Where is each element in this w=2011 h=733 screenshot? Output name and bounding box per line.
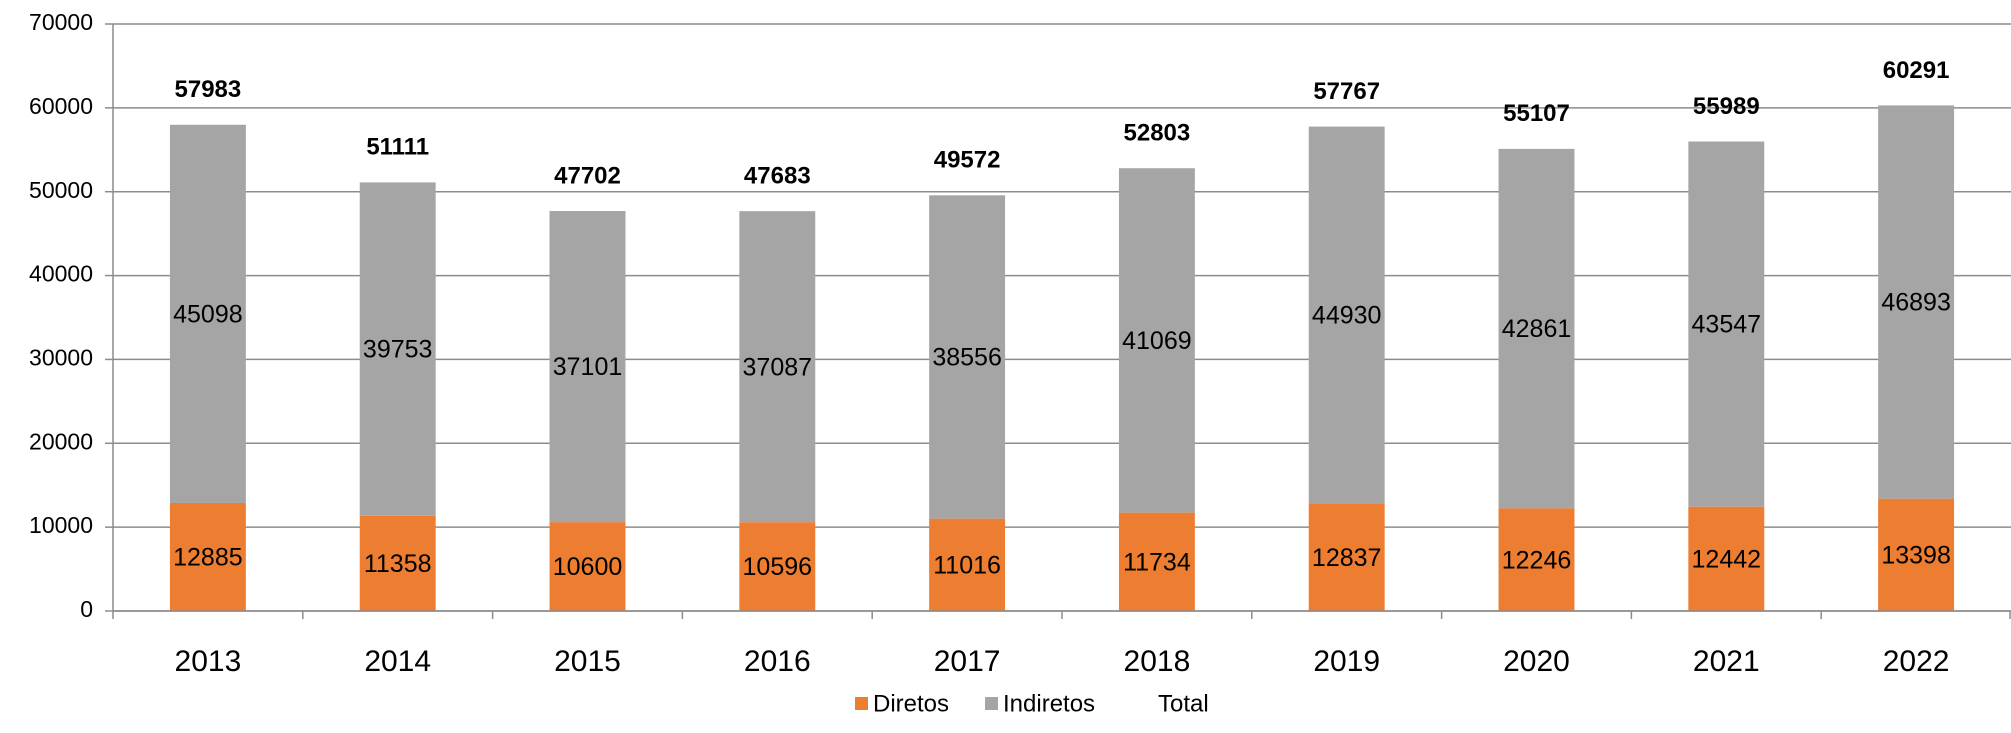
total-label: 47683 xyxy=(744,162,811,189)
total-label: 55989 xyxy=(1693,93,1760,120)
y-tick-label: 10000 xyxy=(29,512,93,538)
bar-segment xyxy=(1118,168,1195,513)
total-label: 52803 xyxy=(1124,120,1191,147)
x-tick-label: 2013 xyxy=(175,645,242,678)
value-label: 11016 xyxy=(933,551,1001,579)
y-tick-label: 30000 xyxy=(29,345,93,371)
bar-segment xyxy=(1688,506,1765,611)
total-label: 47702 xyxy=(554,162,621,189)
value-label: 46893 xyxy=(1881,289,1951,317)
bar-segment xyxy=(1878,498,1955,611)
legend-label: Total xyxy=(1158,690,1209,717)
value-label: 11734 xyxy=(1123,548,1191,576)
value-label: 45098 xyxy=(173,300,243,328)
total-label: 51111 xyxy=(366,134,429,161)
bar-segment xyxy=(739,522,816,611)
bar-segment xyxy=(739,211,816,523)
bar-segment xyxy=(169,502,246,611)
total-label: 57983 xyxy=(175,76,242,103)
legend-label: Diretos xyxy=(873,690,949,717)
value-label: 12837 xyxy=(1312,544,1382,572)
bar-segment xyxy=(1878,105,1955,499)
value-label: 10596 xyxy=(743,553,813,581)
y-tick-label: 70000 xyxy=(29,9,93,35)
bar-segment xyxy=(929,518,1006,611)
total-label: 57767 xyxy=(1313,78,1380,105)
bar-segment xyxy=(169,124,246,503)
x-tick-label: 2016 xyxy=(744,645,811,678)
total-label: 60291 xyxy=(1883,57,1950,84)
x-tick-label: 2018 xyxy=(1124,645,1191,678)
x-tick-label: 2021 xyxy=(1693,645,1760,678)
x-tick-label: 2019 xyxy=(1313,645,1380,678)
value-label: 39753 xyxy=(363,336,433,364)
value-label: 43547 xyxy=(1692,311,1762,339)
x-tick-label: 2015 xyxy=(554,645,621,678)
x-tick-label: 2020 xyxy=(1503,645,1570,678)
x-tick-label: 2014 xyxy=(364,645,431,678)
y-tick-label: 40000 xyxy=(29,261,93,287)
value-label: 42861 xyxy=(1502,315,1572,343)
bar-segment xyxy=(549,522,626,611)
total-label: 55107 xyxy=(1503,100,1570,127)
value-label: 13398 xyxy=(1881,541,1951,569)
total-label: 49572 xyxy=(934,147,1001,174)
y-tick-label: 0 xyxy=(80,596,93,622)
bar-segment xyxy=(929,195,1006,519)
bar-segment xyxy=(359,515,436,611)
value-label: 12246 xyxy=(1502,546,1572,574)
bar-segment xyxy=(1308,126,1385,504)
value-label: 12885 xyxy=(173,544,243,572)
x-tick-label: 2017 xyxy=(934,645,1001,678)
value-label: 37087 xyxy=(743,353,813,381)
legend-swatch xyxy=(855,697,868,710)
x-tick-label: 2022 xyxy=(1883,645,1950,678)
value-label: 41069 xyxy=(1122,327,1192,355)
bar-segment xyxy=(1308,503,1385,611)
bar-segment xyxy=(1498,148,1575,509)
value-label: 12442 xyxy=(1692,545,1762,573)
bar-segment xyxy=(1498,508,1575,611)
y-tick-label: 50000 xyxy=(29,177,93,203)
legend-swatch xyxy=(985,697,998,710)
y-tick-label: 20000 xyxy=(29,428,93,454)
value-label: 44930 xyxy=(1312,302,1382,330)
value-label: 38556 xyxy=(932,344,1002,372)
legend-label: Indiretos xyxy=(1003,690,1095,717)
value-label: 37101 xyxy=(553,353,623,381)
y-tick-label: 60000 xyxy=(29,93,93,119)
bar-segment xyxy=(549,210,626,523)
bar-segment xyxy=(1688,141,1765,507)
value-label: 11358 xyxy=(364,550,432,578)
bar-segment xyxy=(1118,512,1195,611)
value-label: 10600 xyxy=(553,553,623,581)
bar-segment xyxy=(359,182,436,516)
